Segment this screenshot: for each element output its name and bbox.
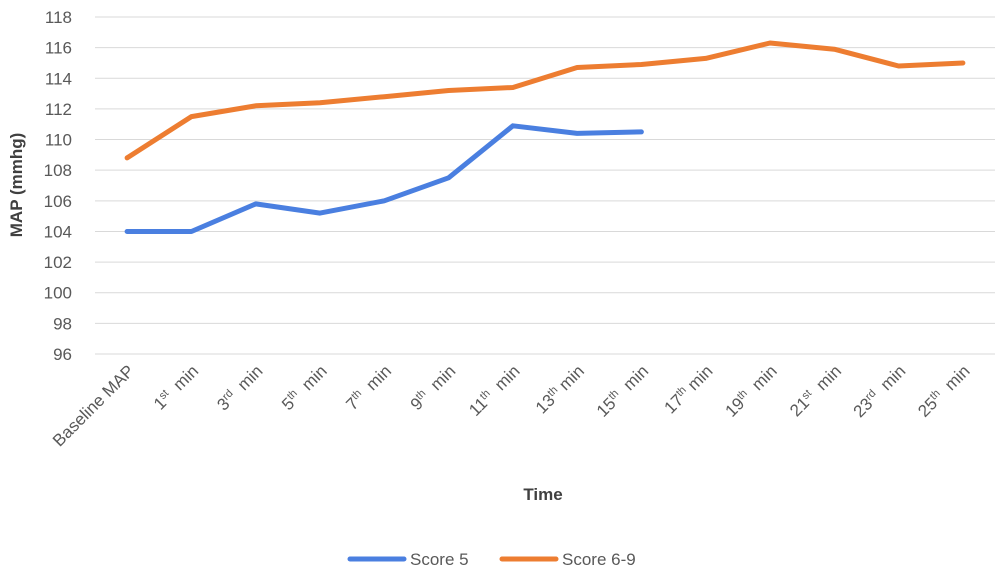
x-tick-label: 13th min <box>532 361 588 417</box>
x-tick-label: 23rd min <box>850 361 910 421</box>
y-tick-label: 118 <box>45 8 72 27</box>
y-tick-label: 114 <box>45 69 72 88</box>
y-axis-title: MAP (mmhg) <box>7 133 26 238</box>
x-tick-label: 9th min <box>407 361 460 414</box>
y-tick-label: 98 <box>53 314 72 333</box>
y-tick-label: 104 <box>44 222 72 241</box>
x-tick-label: 15th min <box>593 361 652 420</box>
y-tick-label: 102 <box>44 253 72 272</box>
series-line-1 <box>124 123 644 234</box>
x-tick-label: 21st min <box>786 361 845 420</box>
y-tick-label: 108 <box>44 161 72 180</box>
x-tick-label: 7th min <box>342 361 395 414</box>
x-tick-label: 3rd min <box>213 361 266 414</box>
series-group <box>124 40 966 234</box>
x-tick-label: 1st min <box>150 361 202 413</box>
grid <box>95 16 995 355</box>
x-tick-label: 11th min <box>465 361 523 419</box>
y-tick-label: 106 <box>44 192 72 211</box>
legend-label: Score 6-9 <box>562 550 636 569</box>
y-axis-ticks: 96 98 100 102 104 106 108 110 112 114 116 118 <box>44 8 72 364</box>
x-tick-label: 25th min <box>914 361 973 420</box>
series-line-2 <box>124 40 966 161</box>
x-tick-label: Baseline MAP <box>49 361 138 450</box>
x-axis-title: Time <box>523 485 562 504</box>
y-tick-label: 110 <box>45 131 72 150</box>
legend: Score 5 Score 6-9 <box>347 550 636 569</box>
y-tick-label: 116 <box>45 39 72 58</box>
y-tick-label: 112 <box>45 100 72 119</box>
legend-label: Score 5 <box>410 550 469 569</box>
x-tick-label: 5th min <box>278 361 331 414</box>
x-tick-label: 17th min <box>661 361 717 417</box>
y-tick-label: 96 <box>53 345 72 364</box>
y-tick-label: 100 <box>44 284 72 303</box>
x-tick-label: 19th min <box>721 361 780 420</box>
